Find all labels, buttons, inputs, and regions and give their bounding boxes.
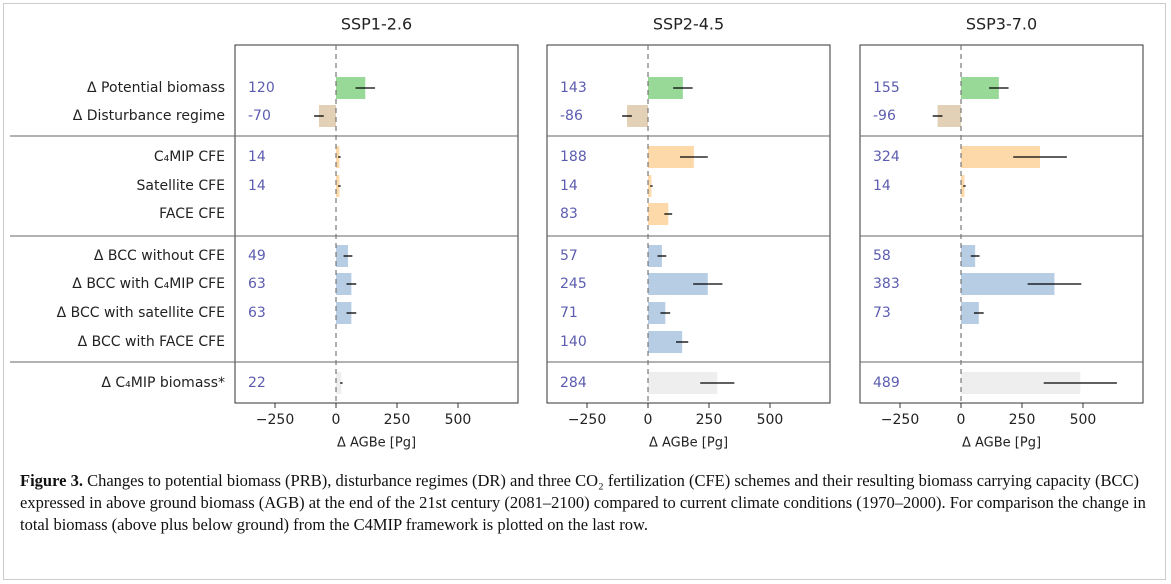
value-label: 49 <box>248 248 266 264</box>
value-label: 155 <box>873 80 900 96</box>
bar <box>336 175 340 197</box>
bar <box>648 372 718 394</box>
plot-frame <box>546 44 831 404</box>
caption: Figure 3. Changes to potential biomass (… <box>20 470 1150 536</box>
value-label: 14 <box>873 178 891 194</box>
bar <box>961 372 1081 394</box>
panel-title: SSP2-4.5 <box>653 15 724 34</box>
value-label: -86 <box>560 108 583 124</box>
bar <box>961 146 1041 168</box>
value-label: 63 <box>248 305 266 321</box>
caption-label: Figure 3. <box>20 471 83 490</box>
x-tick-label: −250 <box>256 412 294 428</box>
value-label: 140 <box>560 334 587 350</box>
panel-title: SSP1-2.6 <box>341 15 412 34</box>
bar <box>336 77 366 99</box>
value-label: 14 <box>248 178 266 194</box>
bar <box>648 77 683 99</box>
category-label: Δ BCC with C₄MIP CFE <box>72 276 225 292</box>
value-label: 120 <box>248 80 275 96</box>
x-axis-label: Δ AGBe [Pg] <box>962 436 1041 451</box>
bar <box>648 175 652 197</box>
category-label: C₄MIP CFE <box>154 149 225 165</box>
value-label: 71 <box>560 305 578 321</box>
bar <box>961 302 979 324</box>
bar <box>937 105 962 127</box>
category-label: FACE CFE <box>159 206 225 222</box>
value-label: 73 <box>873 305 891 321</box>
bar <box>336 372 342 394</box>
bar <box>336 146 340 168</box>
value-label: 324 <box>873 149 900 165</box>
bar <box>961 77 999 99</box>
value-label: 63 <box>248 276 266 292</box>
category-label: Δ BCC with satellite CFE <box>57 305 225 321</box>
bar <box>648 203 669 225</box>
value-label: 143 <box>560 80 587 96</box>
x-tick-label: −250 <box>881 412 919 428</box>
value-label: 383 <box>873 276 900 292</box>
panel-title: SSP3-7.0 <box>966 15 1037 34</box>
category-label: Δ BCC without CFE <box>94 248 225 264</box>
plot-frame <box>234 44 519 404</box>
bar <box>336 245 348 267</box>
x-tick-label: 250 <box>384 412 411 428</box>
x-axis-label: Δ AGBe [Pg] <box>337 436 416 451</box>
figure-frame <box>3 3 1166 580</box>
bar <box>648 273 708 295</box>
value-label: 489 <box>873 375 900 391</box>
bar <box>961 245 976 267</box>
bar <box>648 302 666 324</box>
x-tick-label: 250 <box>1009 412 1036 428</box>
value-label: 83 <box>560 206 578 222</box>
value-label: -70 <box>248 108 271 124</box>
value-label: 14 <box>560 178 578 194</box>
bar <box>648 245 662 267</box>
chart: SSP1-2.6 −250 0 250 500 Δ AGBe [Pg] 120 -70 14 14… <box>10 15 1144 451</box>
value-label: 57 <box>560 248 578 264</box>
category-label: Δ Potential biomass <box>87 80 225 96</box>
x-tick-label: −250 <box>568 412 606 428</box>
bar <box>961 273 1055 295</box>
bar <box>318 105 337 127</box>
caption-text: Changes to potential biomass (PRB), dist… <box>20 471 1146 534</box>
bar <box>336 302 352 324</box>
x-axis-label: Δ AGBe [Pg] <box>649 436 728 451</box>
x-tick-label: 500 <box>757 412 784 428</box>
value-label: 245 <box>560 276 587 292</box>
bar <box>961 175 965 197</box>
value-label: 58 <box>873 248 891 264</box>
plot-frame <box>859 44 1144 404</box>
bar <box>627 105 649 127</box>
x-tick-label: 0 <box>957 412 966 428</box>
category-label: Δ BCC with FACE CFE <box>78 334 225 350</box>
category-label: Satellite CFE <box>137 178 225 194</box>
value-label: 188 <box>560 149 587 165</box>
x-tick-label: 0 <box>644 412 653 428</box>
value-label: 284 <box>560 375 587 391</box>
value-label: 22 <box>248 375 266 391</box>
value-label: 14 <box>248 149 266 165</box>
bar <box>336 273 352 295</box>
x-tick-label: 500 <box>1070 412 1097 428</box>
category-label: Δ C₄MIP biomass* <box>101 375 225 391</box>
x-tick-label: 500 <box>445 412 472 428</box>
bar <box>648 331 683 353</box>
x-tick-label: 0 <box>332 412 341 428</box>
bar <box>648 146 694 168</box>
x-tick-label: 250 <box>696 412 723 428</box>
value-label: -96 <box>873 108 896 124</box>
category-label: Δ Disturbance regime <box>73 108 225 124</box>
